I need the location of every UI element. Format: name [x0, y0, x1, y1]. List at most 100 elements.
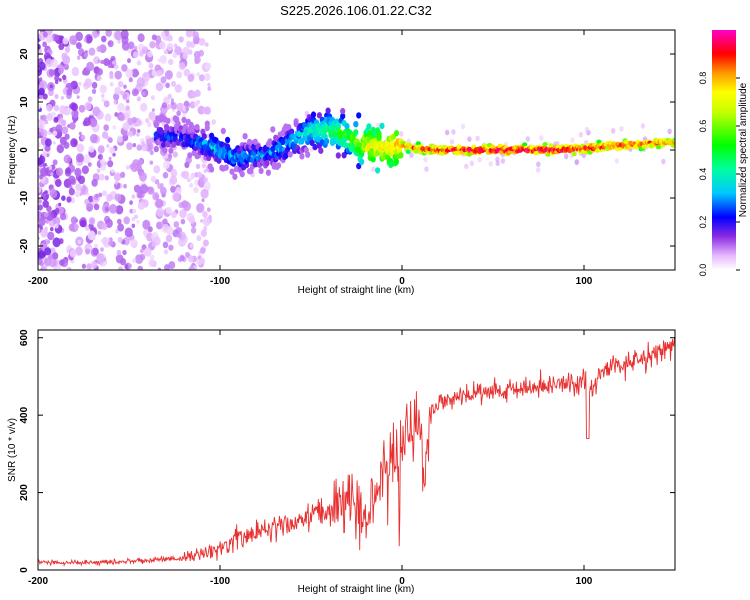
heatmap-cell	[188, 255, 194, 263]
heatmap-cell	[108, 156, 112, 161]
heatmap-cell	[147, 50, 153, 58]
heatmap-cell	[45, 58, 53, 68]
heatmap-cell	[114, 70, 122, 80]
heatmap-cell	[38, 218, 46, 226]
heatmap-cell	[97, 153, 103, 160]
heatmap-cell	[204, 73, 211, 81]
heatmap-cell	[52, 159, 58, 166]
heatmap-cell	[117, 39, 121, 44]
heatmap-cell	[38, 61, 46, 71]
heatmap-cell	[165, 82, 170, 89]
colorbar: 0.0 0.2 0.4 0.6 0.8 Normalized spectral ampl…	[698, 30, 749, 276]
heatmap-cell	[105, 30, 112, 37]
heatmap-cell	[38, 44, 41, 50]
heatmap-cell	[54, 223, 59, 229]
y-tick-label: -10	[19, 190, 30, 205]
heatmap-cell	[340, 112, 346, 120]
heatmap-cell	[125, 68, 133, 78]
heatmap-cell	[94, 243, 98, 249]
heatmap-cell	[614, 158, 619, 164]
heatmap-cell	[109, 73, 114, 80]
heatmap-cell	[179, 209, 187, 219]
heatmap-cell	[533, 150, 539, 156]
heatmap-cell	[91, 30, 98, 37]
heatmap-cell	[142, 46, 147, 51]
heatmap-cell	[163, 124, 170, 131]
heatmap-cell	[45, 138, 52, 147]
heatmap-cell	[172, 52, 178, 59]
heatmap-cell	[467, 136, 472, 142]
heatmap-cell	[91, 88, 97, 94]
heatmap-cell	[172, 151, 178, 158]
heatmap-cell	[78, 81, 82, 87]
heatmap-cell	[171, 141, 177, 148]
spectrogram-ridge	[153, 107, 675, 180]
heatmap-cell	[157, 267, 161, 270]
heatmap-cell	[338, 131, 344, 138]
heatmap-cell	[202, 211, 208, 218]
heatmap-cell	[287, 151, 293, 158]
heatmap-cell	[113, 93, 120, 101]
heatmap-cell	[99, 173, 105, 181]
heatmap-cell	[78, 131, 82, 136]
heatmap-cell	[58, 202, 62, 207]
heatmap-cell	[131, 223, 136, 228]
heatmap-cell	[161, 102, 168, 109]
heatmap-cell	[88, 145, 95, 153]
heatmap-cell	[108, 137, 113, 144]
heatmap-cell	[69, 35, 78, 45]
heatmap-cell	[76, 42, 82, 50]
heatmap-cell	[117, 236, 123, 243]
heatmap-cell	[475, 135, 480, 142]
heatmap-cell	[82, 69, 87, 76]
heatmap-cell	[96, 168, 101, 173]
heatmap-cell	[376, 130, 382, 137]
heatmap-cell	[100, 59, 104, 65]
heatmap-cell	[104, 175, 109, 181]
heatmap-cell	[43, 31, 48, 38]
heatmap-cell	[76, 143, 85, 153]
heatmap-cell	[160, 76, 167, 84]
heatmap-cell	[405, 149, 411, 154]
heatmap-cell	[151, 34, 157, 41]
heatmap-cell	[113, 99, 117, 105]
heatmap-cell	[207, 82, 211, 87]
heatmap-cell	[356, 112, 362, 119]
heatmap-cell	[371, 166, 376, 172]
heatmap-cell	[113, 64, 119, 70]
heatmap-cell	[178, 62, 186, 71]
heatmap-cell	[52, 216, 61, 226]
heatmap-cell	[38, 87, 45, 96]
heatmap-cell	[335, 152, 341, 159]
heatmap-cell	[163, 49, 168, 55]
heatmap-cell	[166, 43, 174, 51]
heatmap-cell	[40, 115, 44, 120]
heatmap-cell	[116, 218, 122, 225]
spectrogram-x-label: Height of straight line (km)	[298, 285, 415, 296]
heatmap-cell	[163, 249, 169, 255]
heatmap-cell	[370, 156, 376, 163]
heatmap-cell	[203, 169, 207, 173]
heatmap-cell	[114, 86, 122, 95]
heatmap-cell	[464, 163, 469, 170]
heatmap-cell	[64, 46, 71, 54]
heatmap-cell	[451, 129, 456, 135]
heatmap-cell	[88, 47, 96, 56]
heatmap-cell	[97, 112, 101, 117]
heatmap-cell	[53, 266, 57, 270]
heatmap-cell	[133, 51, 139, 58]
spectrogram-x-axis: -200 -100 0 100	[28, 30, 593, 287]
heatmap-cell	[196, 171, 202, 178]
heatmap-cell	[165, 226, 174, 235]
heatmap-cell	[126, 99, 130, 104]
heatmap-cell	[50, 187, 56, 194]
heatmap-cell	[112, 125, 117, 130]
heatmap-cell	[42, 200, 49, 208]
heatmap-cell	[66, 266, 72, 270]
heatmap-cell	[100, 163, 107, 171]
heatmap-cell	[156, 207, 164, 217]
heatmap-cell	[49, 258, 57, 268]
heatmap-cell	[106, 193, 113, 202]
heatmap-cell	[325, 107, 331, 114]
